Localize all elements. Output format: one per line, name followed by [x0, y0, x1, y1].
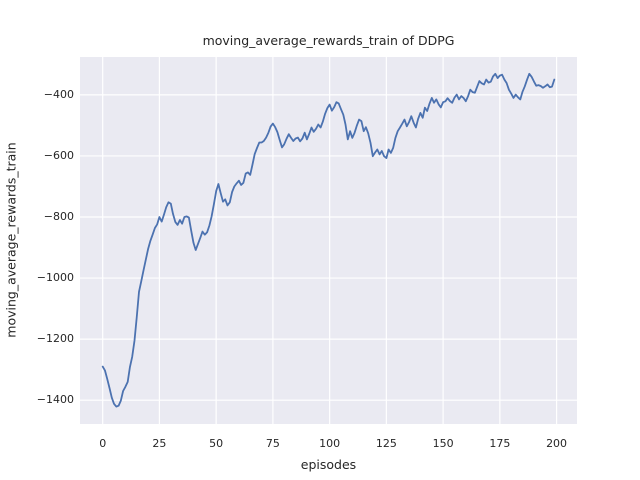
y-tick-label: −1000 [36, 271, 74, 285]
y-tick-label: −800 [43, 209, 74, 223]
x-tick-label: 50 [209, 437, 224, 450]
y-tick-label: −1400 [36, 393, 74, 407]
x-tick-label: 175 [489, 437, 511, 450]
y-tick-label: −400 [43, 87, 74, 101]
y-tick-label: −600 [43, 148, 74, 162]
x-axis-label: episodes [300, 457, 357, 472]
axes-background [80, 57, 577, 424]
chart-title: moving_average_rewards_train of DDPG [202, 33, 455, 48]
x-tick-label: 25 [152, 437, 167, 450]
y-tick-label: −1200 [36, 332, 74, 346]
x-tick-label: 0 [99, 437, 107, 450]
x-tick-label: 125 [375, 437, 397, 450]
x-tick-label: 200 [546, 437, 568, 450]
series-line [101, 72, 556, 408]
x-tick-label: 100 [319, 437, 341, 450]
x-tick-label: 150 [432, 437, 454, 450]
x-tick-label: 75 [265, 437, 280, 450]
